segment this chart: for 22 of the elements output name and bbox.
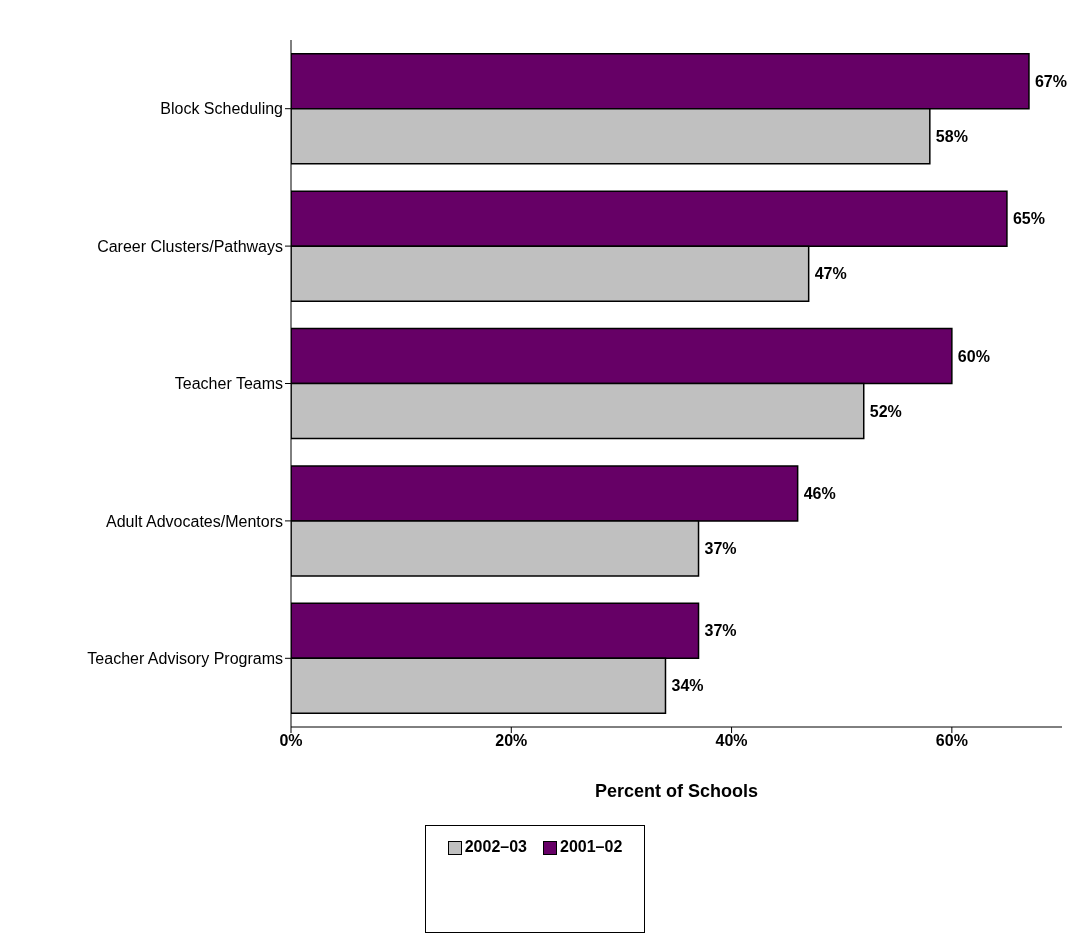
data-label: 58% [935,127,968,145]
legend-label: 2002–03 [464,838,527,856]
data-label: 37% [704,540,737,558]
legend-label: 2001–02 [560,838,623,856]
y-tick-label: Block Scheduling [160,100,283,118]
x-tick-label: 0% [279,732,303,750]
data-label: 47% [814,265,847,283]
data-label: 52% [869,402,902,420]
data-label: 60% [957,347,990,365]
data-label: 65% [1012,210,1045,228]
data-label: 37% [704,622,737,640]
data-label: 34% [671,677,704,695]
data-label: 46% [803,485,836,503]
x-axis-title: Percent of Schools [594,781,759,801]
y-tick-label: Teacher Teams [174,375,283,393]
x-tick-label: 20% [495,732,528,750]
y-tick-label: Teacher Advisory Programs [87,649,283,667]
x-tick-label: 60% [935,732,968,750]
data-label: 67% [1034,72,1067,90]
y-tick-label: Adult Advocates/Mentors [106,512,283,530]
x-tick-label: 40% [715,732,748,750]
y-tick-label: Career Clusters/Pathways [97,237,283,255]
